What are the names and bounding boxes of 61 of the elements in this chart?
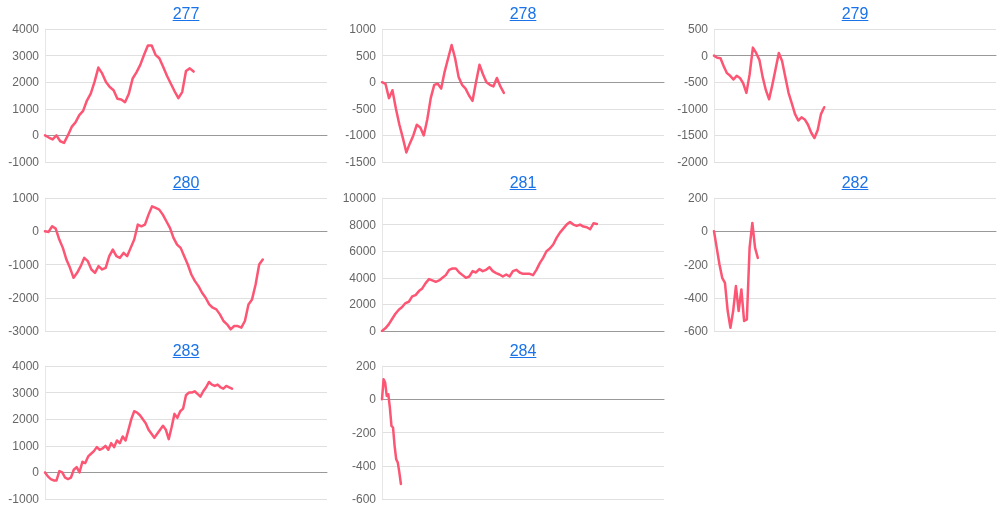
y-tick-label: 0: [32, 128, 40, 143]
y-tick-label: -600: [351, 492, 377, 506]
y-tick-label: 200: [355, 359, 377, 373]
y-tick-label: 10000: [342, 191, 377, 205]
chart-title: 279: [840, 4, 870, 24]
line-series: [712, 221, 760, 329]
y-tick-label: 1000: [12, 101, 40, 116]
y-tick-label: 1000: [12, 191, 40, 205]
y-tick-label: 2000: [12, 75, 40, 90]
y-tick-label: 0: [369, 324, 377, 338]
line-series: [380, 378, 403, 486]
y-tick-label: 4000: [12, 359, 40, 373]
line-series: [43, 44, 195, 145]
y-tick-label: 500: [355, 48, 377, 63]
y-tick-label: 0: [32, 224, 40, 239]
y-tick-label: 1000: [12, 438, 40, 453]
y-tick-label: 200: [687, 191, 709, 205]
y-tick-label: -1000: [345, 128, 377, 143]
chart-title: 278: [508, 4, 538, 24]
y-tick-label: -1500: [677, 128, 709, 143]
y-tick-label: 0: [701, 224, 709, 239]
y-tick-label: -1500: [345, 155, 377, 169]
y-tick-label: -400: [351, 458, 377, 473]
y-tick-label: -200: [683, 257, 709, 272]
y-tick-label: 0: [701, 48, 709, 63]
y-tick-label: -1000: [677, 101, 709, 116]
chart-title: 282: [840, 173, 870, 193]
y-tick-label: -400: [683, 290, 709, 305]
line-series: [712, 46, 826, 140]
chart-title: 280: [171, 173, 201, 193]
y-tick-label: -600: [683, 324, 709, 338]
y-tick-label: 1000: [349, 22, 377, 36]
chart-title: 284: [508, 341, 538, 361]
y-tick-label: -3000: [8, 324, 40, 338]
y-tick-label: -2000: [8, 290, 40, 305]
line-series: [43, 380, 234, 482]
y-tick-label: -500: [683, 75, 709, 90]
y-tick-label: 500: [687, 22, 709, 36]
y-tick-label: 4000: [12, 22, 40, 36]
y-tick-label: 2000: [349, 297, 377, 312]
y-tick-label: 4000: [349, 270, 377, 285]
y-tick-label: 2000: [12, 412, 40, 427]
y-tick-label: 3000: [12, 385, 40, 400]
y-tick-label: 0: [32, 465, 40, 480]
chart-title: 281: [508, 173, 538, 193]
line-series: [43, 205, 264, 331]
y-tick-label: 8000: [349, 217, 377, 232]
y-tick-label: 6000: [349, 244, 377, 259]
chart-title: 283: [171, 341, 201, 361]
y-tick-label: -1000: [8, 492, 40, 506]
y-tick-label: -500: [351, 101, 377, 116]
y-tick-label: 0: [369, 75, 377, 90]
y-tick-label: -200: [351, 425, 377, 440]
y-tick-label: 0: [369, 392, 377, 407]
y-tick-label: -1000: [8, 257, 40, 272]
y-tick-label: -1000: [8, 155, 40, 169]
y-tick-label: 3000: [12, 48, 40, 63]
chart-title: 277: [171, 4, 201, 24]
line-series: [380, 220, 599, 333]
y-tick-label: -2000: [677, 155, 709, 169]
line-series: [380, 43, 506, 154]
